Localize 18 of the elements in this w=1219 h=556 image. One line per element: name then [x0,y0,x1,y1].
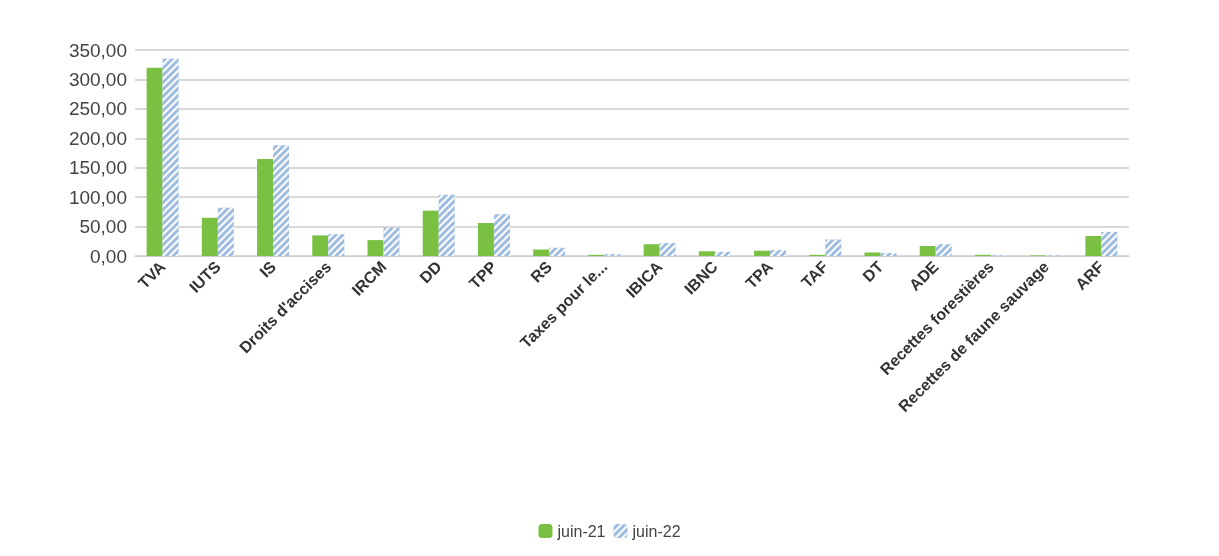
y-tick-label: 50,00 [79,216,127,238]
y-tick-label: 100,00 [68,186,127,208]
y-tick-label: 150,00 [68,157,127,179]
x-tick-label: DT [859,257,887,286]
x-tick-label: TVA [134,257,169,292]
y-tick-label: 350,00 [68,39,127,61]
y-tick-label: 200,00 [68,127,127,149]
x-tick-label: TPA [742,257,777,292]
x-tick-label: DD [416,257,445,287]
y-tick-label: 250,00 [68,98,127,120]
y-tick-label: 0,00 [90,245,127,267]
x-tick-label: TPP [465,257,501,292]
x-tick-label: IS [256,257,280,281]
x-tick-label: RS [527,257,556,286]
y-tick-label: 300,00 [68,68,127,90]
legend-label: juin-21 [556,522,606,540]
legend-label: juin-22 [631,522,681,540]
x-tick-label: TAF [798,257,832,292]
